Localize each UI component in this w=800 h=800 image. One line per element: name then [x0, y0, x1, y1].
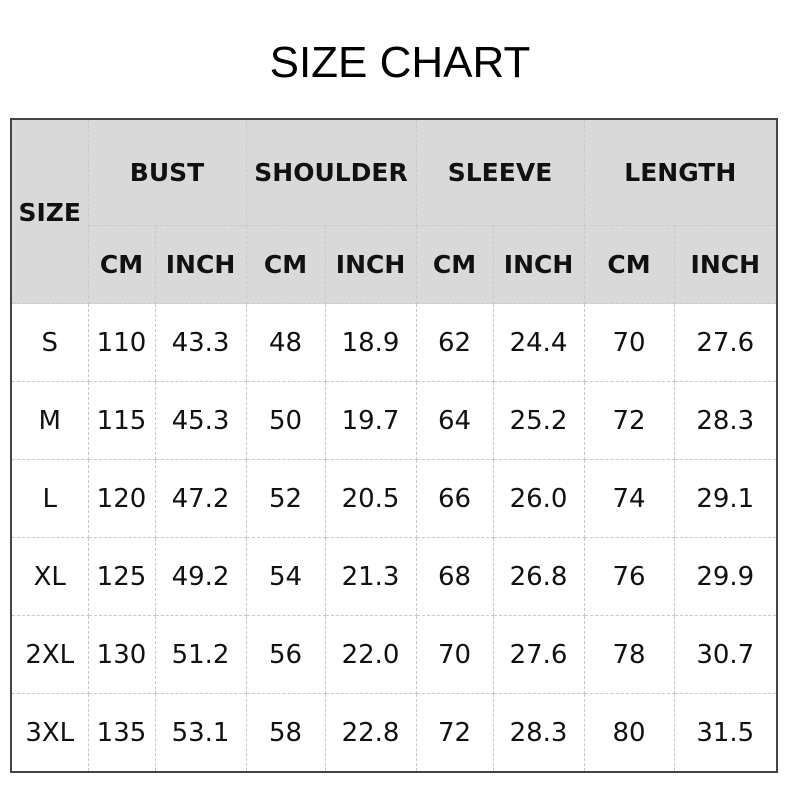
header-length: LENGTH	[583, 118, 778, 226]
table-cell: 24.4	[492, 303, 585, 382]
header-unit-cm: CM	[415, 225, 494, 304]
table-cell: 27.6	[492, 615, 585, 694]
table-cell: 45.3	[154, 381, 247, 460]
size-chart-table: SIZE BUST SHOULDER SLEEVE LENGTH CM INCH C…	[10, 118, 779, 773]
table-cell: 29.9	[673, 537, 778, 616]
table-row: 2XL 130 51.2 56 22.0 70 27.6 78 30.7	[10, 615, 778, 694]
table-cell: 53.1	[154, 693, 247, 773]
table-cell: 30.7	[673, 615, 778, 694]
table-cell: 27.6	[673, 303, 778, 382]
header-row-groups: SIZE BUST SHOULDER SLEEVE LENGTH	[10, 118, 778, 304]
table-cell: 58	[245, 693, 326, 773]
table-cell: 21.3	[324, 537, 417, 616]
table-cell: 43.3	[154, 303, 247, 382]
table-cell: 28.3	[492, 693, 585, 773]
size-cell: M	[10, 381, 89, 460]
table-cell: 31.5	[673, 693, 778, 773]
table-row: 3XL 135 53.1 58 22.8 72 28.3 80 31.5	[10, 693, 778, 773]
header-unit-cm: CM	[87, 225, 156, 304]
table-row: L 120 47.2 52 20.5 66 26.0 74 29.1	[10, 459, 778, 538]
header-size: SIZE	[10, 118, 89, 304]
size-cell: XL	[10, 537, 89, 616]
table-row: S 110 43.3 48 18.9 62 24.4 70 27.6	[10, 303, 778, 382]
table-cell: 72	[583, 381, 675, 460]
table-cell: 22.8	[324, 693, 417, 773]
table-cell: 51.2	[154, 615, 247, 694]
table-cell: 29.1	[673, 459, 778, 538]
table-row: M 115 45.3 50 19.7 64 25.2 72 28.3	[10, 381, 778, 460]
table-cell: 19.7	[324, 381, 417, 460]
size-cell: 3XL	[10, 693, 89, 773]
table-cell: 25.2	[492, 381, 585, 460]
table-cell: 70	[415, 615, 494, 694]
header-unit-cm: CM	[583, 225, 675, 304]
size-cell: 2XL	[10, 615, 89, 694]
table-cell: 48	[245, 303, 326, 382]
table-cell: 50	[245, 381, 326, 460]
table-cell: 66	[415, 459, 494, 538]
header-unit-cm: CM	[245, 225, 326, 304]
table-cell: 120	[87, 459, 156, 538]
table-cell: 115	[87, 381, 156, 460]
table-cell: 52	[245, 459, 326, 538]
table-cell: 62	[415, 303, 494, 382]
table-cell: 49.2	[154, 537, 247, 616]
size-cell: L	[10, 459, 89, 538]
table-cell: 54	[245, 537, 326, 616]
table-cell: 76	[583, 537, 675, 616]
table-cell: 70	[583, 303, 675, 382]
header-unit-inch: INCH	[492, 225, 585, 304]
table-cell: 18.9	[324, 303, 417, 382]
table-cell: 22.0	[324, 615, 417, 694]
table-cell: 56	[245, 615, 326, 694]
table-cell: 78	[583, 615, 675, 694]
table-cell: 64	[415, 381, 494, 460]
table-row: XL 125 49.2 54 21.3 68 26.8 76 29.9	[10, 537, 778, 616]
table-cell: 130	[87, 615, 156, 694]
table-cell: 47.2	[154, 459, 247, 538]
size-cell: S	[10, 303, 89, 382]
table-cell: 110	[87, 303, 156, 382]
table-cell: 74	[583, 459, 675, 538]
header-unit-inch: INCH	[154, 225, 247, 304]
table-cell: 26.8	[492, 537, 585, 616]
header-unit-inch: INCH	[324, 225, 417, 304]
table-cell: 80	[583, 693, 675, 773]
table-cell: 68	[415, 537, 494, 616]
header-bust: BUST	[87, 118, 247, 226]
header-sleeve: SLEEVE	[415, 118, 585, 226]
table-cell: 72	[415, 693, 494, 773]
table-cell: 135	[87, 693, 156, 773]
page-title: SIZE CHART	[269, 38, 531, 87]
table-cell: 28.3	[673, 381, 778, 460]
header-unit-inch: INCH	[673, 225, 778, 304]
table-cell: 26.0	[492, 459, 585, 538]
table-cell: 125	[87, 537, 156, 616]
header-shoulder: SHOULDER	[245, 118, 417, 226]
table-cell: 20.5	[324, 459, 417, 538]
header-row-units: CM INCH CM INCH CM INCH CM INCH	[11, 225, 778, 304]
